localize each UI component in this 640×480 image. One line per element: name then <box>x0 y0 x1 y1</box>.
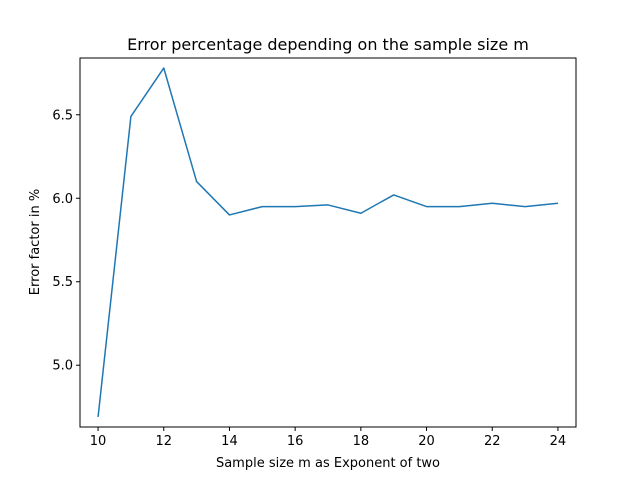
y-axis-label: Error factor in % <box>28 189 43 295</box>
x-tick-label: 24 <box>550 434 567 449</box>
x-tick-label: 20 <box>418 434 435 449</box>
x-tick-label: 14 <box>221 434 238 449</box>
x-tick-label: 10 <box>90 434 107 449</box>
y-tick-label: 5.5 <box>52 275 73 290</box>
x-tick-label: 18 <box>353 434 370 449</box>
x-tick-label: 22 <box>484 434 501 449</box>
x-tick-label: 12 <box>155 434 172 449</box>
y-axis: 5.0 5.5 6.0 6.5 <box>52 108 80 374</box>
series-line <box>97 67 559 418</box>
y-tick-label: 5.0 <box>52 359 73 374</box>
axes-frame <box>79 57 577 428</box>
chart-title: Error percentage depending on the sample… <box>127 35 529 54</box>
plot-area <box>97 67 559 418</box>
y-tick-label: 6.0 <box>52 192 73 207</box>
y-tick-label: 6.5 <box>52 108 73 123</box>
x-tick-label: 16 <box>287 434 304 449</box>
x-axis-label: Sample size m as Exponent of two <box>216 456 440 471</box>
x-axis: 10 12 14 16 18 20 22 24 <box>90 427 566 449</box>
